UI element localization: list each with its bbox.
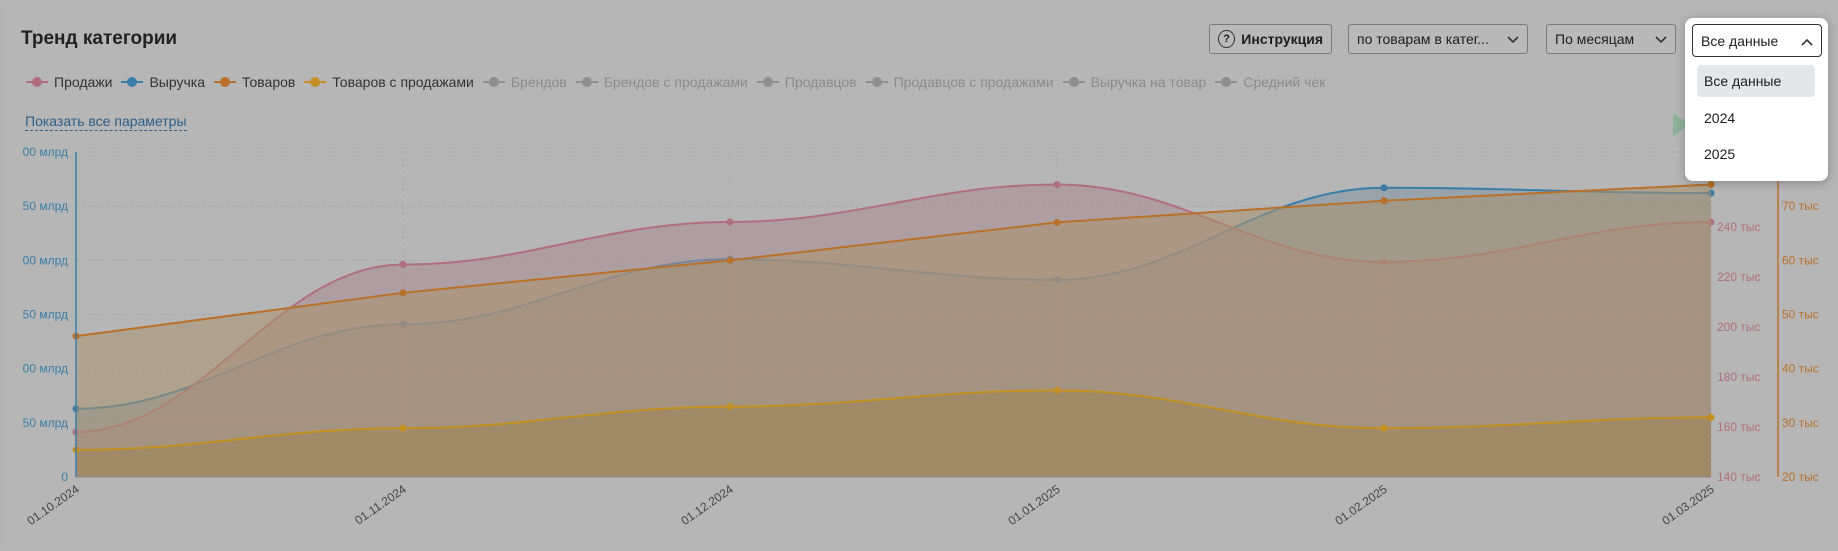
data-point bbox=[726, 256, 734, 264]
x-axis-tick-label: 01.02.2025 bbox=[1332, 482, 1389, 528]
period-select[interactable]: По месяцам bbox=[1546, 24, 1676, 54]
legend-marker-icon bbox=[304, 76, 327, 88]
period-select-value: По месяцам bbox=[1555, 31, 1635, 47]
legend-item[interactable]: Брендов bbox=[482, 74, 567, 90]
right-axis-tick-label: 220 тыс bbox=[1717, 270, 1760, 284]
range-select[interactable]: Все данные bbox=[1692, 24, 1822, 57]
left-axis-tick-label: 50 млрд bbox=[23, 416, 68, 430]
legend-label: Товаров с продажами bbox=[332, 74, 474, 90]
legend-label: Товаров bbox=[242, 74, 296, 90]
left-axis-tick-label: 0 bbox=[61, 470, 68, 484]
series-area bbox=[76, 184, 1711, 477]
right-axis-tick-label: 30 тыс bbox=[1782, 416, 1819, 430]
question-icon: ? bbox=[1218, 30, 1236, 48]
range-option-2025[interactable]: 2025 bbox=[1704, 146, 1736, 162]
instruction-button[interactable]: ? Инструкция bbox=[1209, 24, 1332, 54]
data-point bbox=[1053, 386, 1061, 394]
legend-marker-icon bbox=[214, 76, 237, 88]
right-axis-tick-label: 60 тыс bbox=[1782, 253, 1819, 267]
legend-marker-icon bbox=[482, 76, 505, 88]
data-point bbox=[1053, 181, 1061, 188]
legend-label: Продавцов с продажами bbox=[893, 74, 1054, 90]
right-axis-tick-label: 140 тыс bbox=[1717, 470, 1760, 484]
range-option-all[interactable]: Все данные bbox=[1697, 65, 1815, 97]
x-axis-tick-label: 01.10.2024 bbox=[24, 482, 81, 528]
legend-marker-icon bbox=[26, 76, 48, 88]
left-axis-tick-label: 00 млрд bbox=[23, 253, 68, 267]
data-point bbox=[726, 403, 734, 411]
legend-label: Брендов с продажами bbox=[603, 74, 748, 90]
legend-label: Продажи bbox=[54, 74, 113, 90]
left-axis-tick-label: 00 млрд bbox=[23, 362, 68, 376]
chevron-down-icon bbox=[1655, 31, 1667, 47]
legend-item[interactable]: Выручка bbox=[121, 74, 205, 90]
data-point bbox=[399, 289, 407, 297]
legend-item[interactable]: Продавцов с продажами bbox=[865, 74, 1054, 90]
right-axis-tick-label: 200 тыс bbox=[1717, 320, 1760, 334]
chevron-down-icon bbox=[1507, 31, 1519, 47]
right-axis-tick-label: 160 тыс bbox=[1717, 420, 1760, 434]
data-point bbox=[1707, 181, 1715, 188]
data-point bbox=[1380, 424, 1388, 432]
x-axis-tick-label: 01.11.2024 bbox=[352, 482, 409, 528]
right-axis-tick-label: 20 тыс bbox=[1782, 470, 1819, 484]
series-line bbox=[75, 183, 1712, 338]
legend-marker-icon bbox=[756, 76, 779, 88]
legend-marker-icon bbox=[1215, 76, 1238, 88]
range-dropdown: Все данные Все данные 2024 2025 bbox=[1685, 18, 1828, 181]
logo-icon bbox=[1673, 113, 1690, 137]
data-point bbox=[399, 261, 407, 268]
data-point bbox=[1053, 218, 1061, 226]
chart-legend: Продажи Выручка Товаров Товаров с продажами… bbox=[26, 74, 1334, 90]
legend-label: Выручка bbox=[149, 74, 206, 90]
data-point bbox=[1380, 197, 1388, 205]
right-axis-tick-label: 240 тыс bbox=[1717, 220, 1760, 234]
series-line bbox=[75, 389, 1712, 451]
left-axis-tick-label: 50 млрд bbox=[23, 308, 68, 322]
page-title: Тренд категории bbox=[21, 28, 178, 49]
left-axis-tick-label: 00 млрд bbox=[23, 145, 68, 159]
legend-label: Продавцов bbox=[784, 74, 857, 90]
data-point bbox=[1707, 413, 1715, 421]
instruction-label: Инструкция bbox=[1241, 31, 1323, 47]
scope-select[interactable]: по товарам в катег... bbox=[1348, 24, 1528, 54]
x-axis-tick-label: 01.03.2025 bbox=[1659, 482, 1716, 528]
legend-label: Выручка на товар bbox=[1090, 74, 1207, 90]
right-axis-tick-label: 180 тыс bbox=[1717, 370, 1760, 384]
legend-item[interactable]: Выручка на товар bbox=[1062, 74, 1207, 90]
x-axis-tick-label: 01.01.2025 bbox=[1005, 482, 1062, 528]
legend-marker-icon bbox=[121, 76, 144, 88]
data-point bbox=[399, 424, 407, 432]
scope-select-value: по товарам в катег... bbox=[1357, 31, 1489, 47]
range-option-2024[interactable]: 2024 bbox=[1704, 110, 1736, 126]
chevron-up-icon bbox=[1801, 33, 1813, 49]
legend-marker-icon bbox=[575, 76, 598, 88]
legend-item[interactable]: Товаров bbox=[214, 74, 295, 90]
right-axis-tick-label: 50 тыс bbox=[1782, 308, 1819, 322]
legend-label: Брендов bbox=[510, 74, 567, 90]
x-axis-tick-label: 01.12.2024 bbox=[678, 482, 735, 528]
right-axis-tick-label: 70 тыс bbox=[1782, 199, 1819, 213]
range-select-value: Все данные bbox=[1701, 32, 1779, 49]
legend-item[interactable]: Товаров с продажами bbox=[304, 74, 474, 90]
legend-marker-icon bbox=[865, 76, 888, 88]
legend-item[interactable]: Брендов с продажами bbox=[575, 74, 748, 90]
legend-label: Средний чек bbox=[1243, 74, 1326, 90]
show-all-params-link[interactable]: Показать все параметры bbox=[25, 113, 187, 131]
series-area bbox=[76, 390, 1711, 477]
legend-marker-icon bbox=[1062, 76, 1085, 88]
right-axis-tick-label: 40 тыс bbox=[1782, 362, 1819, 376]
left-axis-tick-label: 50 млрд bbox=[23, 199, 68, 213]
data-point bbox=[1380, 184, 1388, 192]
legend-item[interactable]: Продавцов bbox=[756, 74, 857, 90]
legend-item[interactable]: Средний чек bbox=[1215, 74, 1325, 90]
data-point bbox=[726, 218, 734, 226]
legend-item[interactable]: Продажи bbox=[26, 74, 112, 90]
